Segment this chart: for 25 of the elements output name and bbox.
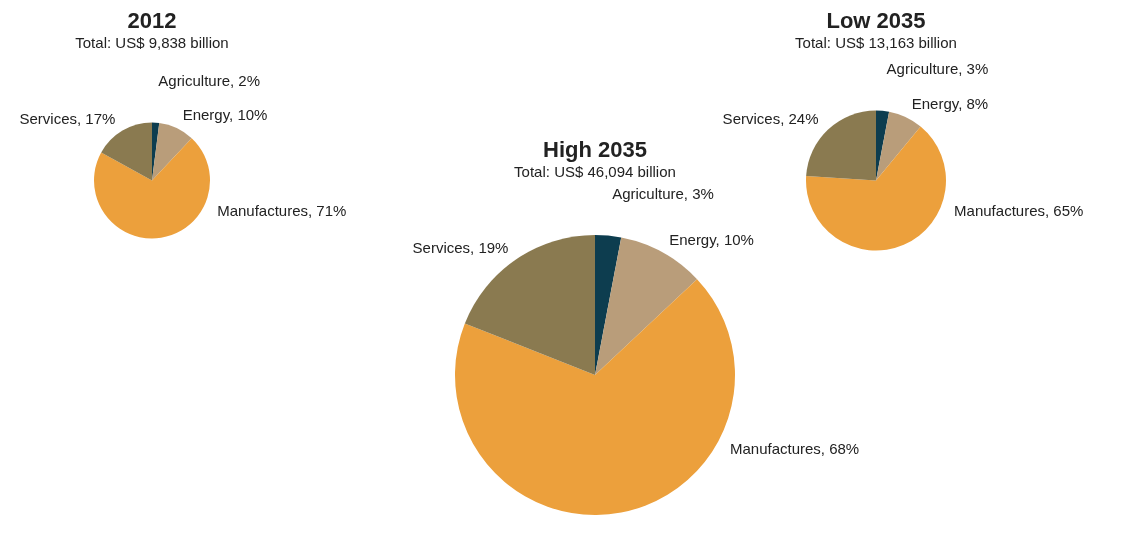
chart-title: 2012 [127, 8, 177, 33]
slice-label: Services, 17% [19, 109, 116, 127]
pie-slice [876, 111, 921, 181]
slice-label: Manufactures, 71% [217, 202, 347, 220]
pie-slice [152, 122, 192, 181]
slice-label: Energy, 10% [669, 231, 754, 249]
slice-label: Agriculture, 3% [886, 60, 989, 77]
chart-subtitle: Total: US$ 13,163 billion [795, 34, 957, 51]
chart-title: High 2035 [543, 136, 647, 162]
slice-label: Agriculture, 3% [612, 184, 714, 202]
slice-label: Agriculture, 2% [158, 71, 260, 89]
pie-slice [806, 126, 946, 251]
slice-label: Services, 19% [412, 238, 509, 256]
slice-label: Manufactures, 65% [954, 202, 1084, 220]
pie-slice [94, 138, 210, 239]
slice-label: Energy, 10% [182, 106, 268, 124]
pie-slice [876, 110, 890, 181]
pie-slice [595, 235, 622, 375]
chart-title: Low 2035 [826, 8, 926, 33]
chart-subtitle: Total: US$ 46,094 billion [514, 162, 676, 180]
slice-label: Manufactures, 68% [729, 440, 860, 458]
slice-label: Services, 24% [722, 110, 819, 128]
chart-subtitle: Total: US$ 9,838 billion [75, 34, 229, 51]
pie-slice [101, 122, 152, 181]
slice-label: Energy, 8% [911, 95, 989, 113]
